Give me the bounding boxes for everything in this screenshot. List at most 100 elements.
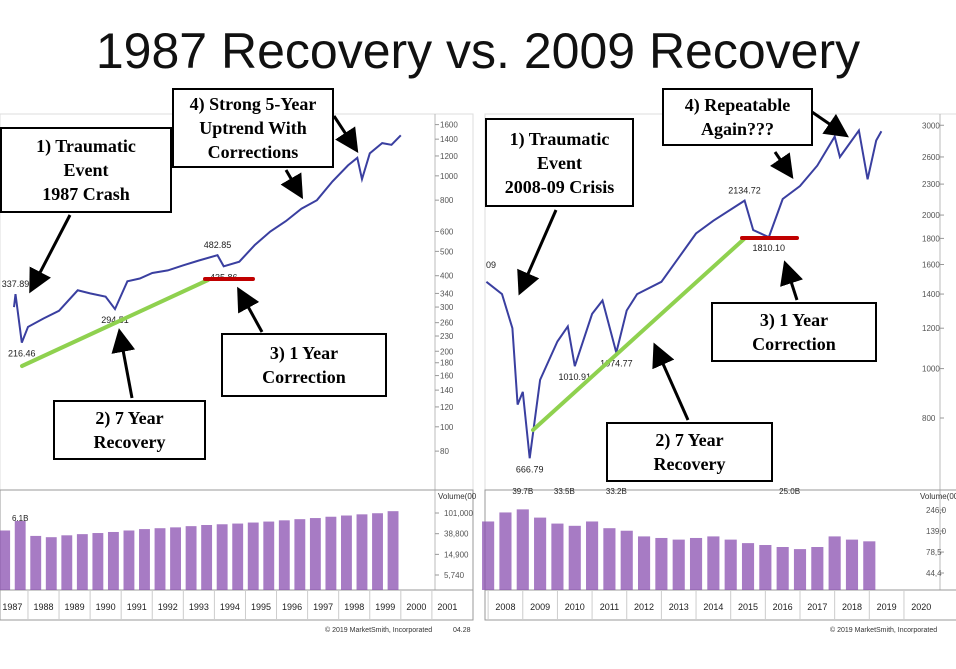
callout: 3) 1 Year Correction (221, 333, 387, 397)
arrow (29, 214, 72, 294)
callout-line: Event (537, 152, 582, 173)
y-tick-label: 1200 (440, 152, 458, 161)
price-line (13, 134, 402, 343)
y-tick-label: 1600 (440, 121, 458, 130)
volume-bar (655, 537, 668, 590)
y-tick-label: 1200 (922, 324, 940, 333)
trend-line (531, 237, 746, 432)
footer: © 2019 MarketSmith, Incorporated (325, 626, 432, 634)
volume-annotation: 39.7B (512, 487, 533, 496)
y-tick-label: 500 (440, 247, 454, 256)
y-tick-label: 120 (440, 403, 454, 412)
arrow (769, 151, 794, 179)
x-tick-label: 2015 (738, 602, 758, 612)
y-tick-label: 1000 (922, 365, 940, 374)
y-tick-label: 2300 (922, 180, 940, 189)
x-tick-label: 1992 (158, 602, 178, 612)
y-tick-label: 1400 (922, 290, 940, 299)
volume-bar (107, 531, 119, 590)
volume-bar (845, 539, 859, 590)
x-tick-label: 2020 (911, 602, 931, 612)
volume-bar (707, 536, 720, 590)
data-label: 337.89 (2, 279, 30, 289)
callout-line: 4) Strong 5-Year (189, 94, 317, 114)
y-tick-label: 1600 (922, 260, 940, 269)
x-tick-label: 2012 (634, 602, 654, 612)
y-tick-label: 1000 (440, 172, 458, 181)
arrow (332, 115, 359, 154)
arrow (237, 286, 264, 333)
volume-bar (92, 533, 104, 590)
trend-lines (20, 236, 799, 432)
x-axis-band (484, 589, 956, 621)
callout-line: 2) 7 Year (95, 408, 164, 428)
callout: 4) Strong 5-Year Uptrend With Corrections (172, 88, 334, 168)
volume-bar (247, 522, 259, 590)
volume-bar (154, 528, 166, 590)
callout-line: Correction (262, 367, 346, 387)
callout-line: 2) 7 Year (655, 430, 724, 450)
x-tick-label: 1997 (313, 602, 333, 612)
callout-line: Correction (752, 334, 836, 354)
volume-bar (741, 543, 755, 590)
data-label: 294.51 (101, 315, 129, 325)
volume-bar (534, 517, 547, 590)
x-tick-label: 2018 (842, 602, 862, 612)
arrow (111, 328, 136, 399)
callout-line: Corrections (207, 142, 299, 162)
x-tick-label: 2000 (406, 602, 426, 612)
x-tick-label: 1988 (33, 602, 53, 612)
volume-bar (232, 523, 244, 590)
y-tick-label: 100 (440, 423, 454, 432)
y-tick-label: 230 (440, 332, 454, 341)
callout-line: Recovery (93, 432, 166, 452)
volume-bar (759, 545, 772, 590)
arrow (780, 260, 803, 301)
volume-bar (139, 529, 150, 590)
volume-bar (30, 535, 42, 590)
data-label: 2134.72 (728, 186, 761, 196)
volume-y-tick-label: 5,740 (444, 571, 465, 580)
footer: © 2019 MarketSmith, Incorporated (830, 626, 937, 634)
x-tick-label: 2014 (703, 602, 723, 612)
volume-y-tick-label: 14,900 (444, 550, 469, 559)
arrow (280, 169, 304, 200)
callout: 2) 7 Year Recovery (53, 400, 206, 460)
callout-line: 3) 1 Year (269, 343, 339, 363)
volume-bar (45, 537, 57, 590)
volume-bar (516, 509, 529, 590)
volume-bar (811, 547, 824, 590)
y-tick-label: 2600 (922, 153, 940, 162)
callout: 4) Repeatable Again??? (662, 88, 813, 146)
volume-y-tick-label: 139,0 (926, 527, 947, 536)
y-tick-label: 1400 (440, 135, 458, 144)
callout-line: Again??? (700, 119, 774, 139)
volume-label: Volume(00 (920, 492, 956, 501)
volume-bar (185, 526, 197, 590)
y-tick-label: 180 (440, 359, 454, 368)
volume-bar (356, 514, 368, 590)
volume-bar (551, 523, 564, 590)
y-tick-label: 1800 (922, 234, 940, 243)
x-axis-band (0, 589, 474, 621)
x-tick-label: 2016 (773, 602, 793, 612)
callout-line: Event (63, 160, 109, 180)
x-tick-label: 1998 (344, 602, 364, 612)
volume-bar (372, 513, 383, 590)
x-tick-label: 1989 (65, 602, 85, 612)
volume-bar (387, 511, 399, 590)
y-tick-label: 160 (440, 372, 454, 381)
volume-bar (0, 530, 11, 590)
x-tick-label: 1996 (282, 602, 302, 612)
volume-bar (586, 521, 599, 590)
callout-line: 3) 1 Year (759, 310, 829, 330)
volume-bar (793, 549, 807, 590)
volume-bar (201, 525, 213, 590)
callout-line: 2008-09 Crisis (504, 176, 615, 197)
x-tick-label: 2017 (807, 602, 827, 612)
volume-annotation: 25.0B (779, 487, 800, 496)
arrow (517, 209, 558, 296)
y-tick-label: 3000 (922, 121, 940, 130)
volume-bar (278, 520, 290, 590)
